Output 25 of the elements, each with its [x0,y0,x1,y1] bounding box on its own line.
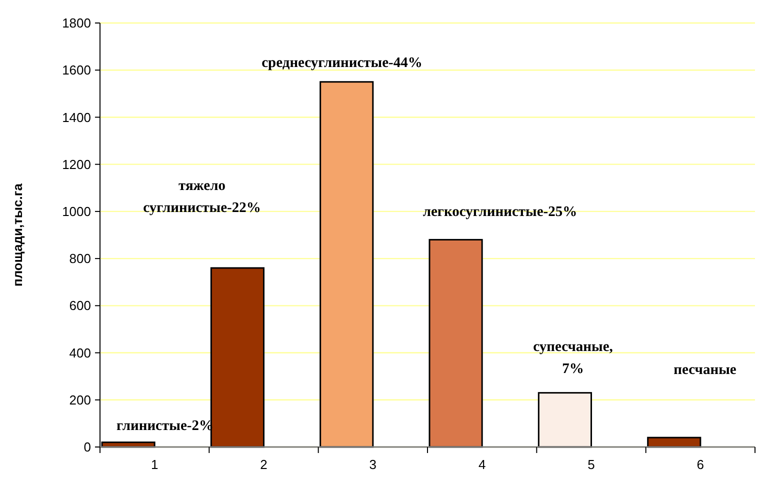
y-tick-label: 1400 [62,110,91,125]
annotation: песчаные [674,362,737,378]
x-tick-label: 4 [478,457,486,472]
annotation: тяжело суглинистые-22% [143,178,261,216]
y-axis-title: площади,тыс.га [10,182,25,287]
x-tick-label: 5 [588,457,595,472]
y-tick-label: 0 [84,440,91,455]
y-tick-label: 1800 [62,16,91,31]
x-tick-label: 6 [696,457,704,472]
y-tick-label: 800 [69,251,91,266]
y-tick-label: 1000 [62,204,91,219]
y-tick-label: 1200 [62,156,91,172]
annotation: среднесуглинистые-44% [262,55,422,71]
x-tick-label: 1 [150,457,158,472]
x-tick-label: 3 [369,457,377,472]
y-tick-label: 600 [69,298,91,314]
bar [538,392,592,448]
bar [320,81,374,448]
y-tick-label: 200 [69,392,91,408]
annotation: легкосуглинистые-25% [422,204,578,220]
x-tick-label: 2 [260,457,268,472]
bar [428,238,483,448]
y-tick-label: 400 [69,345,91,360]
y-tick-label: 1600 [62,62,91,78]
annotation: супесчаные, 7% [533,339,614,377]
